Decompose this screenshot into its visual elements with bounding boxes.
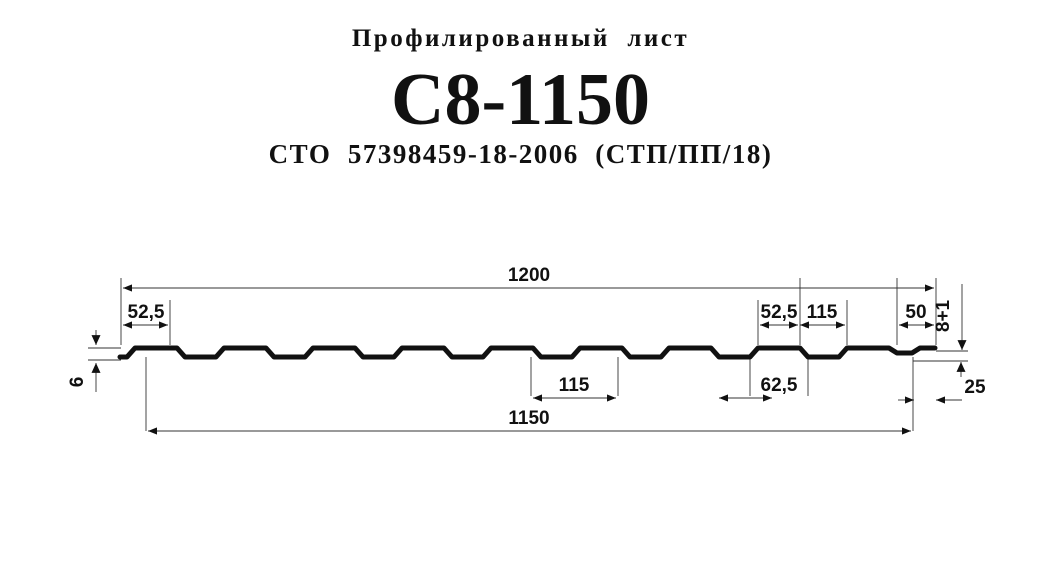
svg-text:52,5: 52,5: [761, 302, 798, 323]
svg-text:115: 115: [559, 375, 590, 396]
svg-text:62,5: 62,5: [761, 375, 798, 396]
svg-text:1150: 1150: [508, 408, 549, 429]
svg-text:6: 6: [67, 377, 88, 388]
svg-text:50: 50: [905, 302, 926, 323]
svg-text:8+1: 8+1: [933, 299, 954, 332]
svg-text:115: 115: [807, 302, 838, 323]
svg-text:1200: 1200: [508, 265, 550, 286]
svg-text:52,5: 52,5: [128, 302, 165, 323]
svg-text:25: 25: [964, 377, 986, 398]
